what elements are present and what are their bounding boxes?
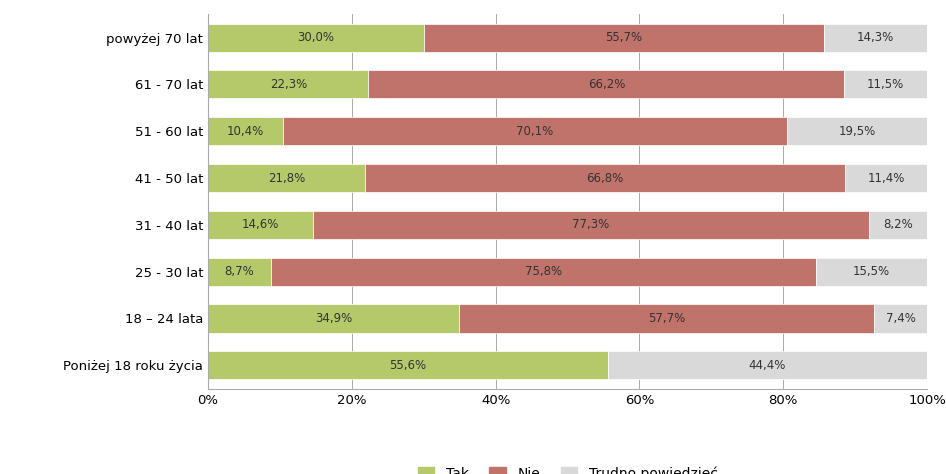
Text: 19,5%: 19,5% bbox=[838, 125, 876, 138]
Bar bbox=[283, 117, 787, 146]
Bar bbox=[874, 304, 927, 333]
Text: 70,1%: 70,1% bbox=[517, 125, 553, 138]
Bar bbox=[208, 258, 271, 286]
Text: 55,6%: 55,6% bbox=[390, 359, 427, 372]
Bar bbox=[787, 117, 927, 146]
Text: 66,8%: 66,8% bbox=[587, 172, 623, 184]
Text: 75,8%: 75,8% bbox=[525, 265, 562, 278]
Bar bbox=[424, 24, 824, 52]
Text: 66,2%: 66,2% bbox=[587, 78, 625, 91]
Bar bbox=[459, 304, 874, 333]
Bar bbox=[815, 258, 927, 286]
Text: 22,3%: 22,3% bbox=[270, 78, 307, 91]
Bar bbox=[845, 70, 927, 99]
Bar bbox=[271, 258, 815, 286]
Bar bbox=[208, 304, 459, 333]
Bar bbox=[368, 70, 845, 99]
Text: 11,4%: 11,4% bbox=[867, 172, 904, 184]
Text: 11,5%: 11,5% bbox=[867, 78, 904, 91]
Text: 44,4%: 44,4% bbox=[749, 359, 786, 372]
Text: 7,4%: 7,4% bbox=[885, 312, 916, 325]
Text: 57,7%: 57,7% bbox=[648, 312, 685, 325]
Bar bbox=[208, 24, 424, 52]
Bar bbox=[608, 351, 927, 379]
Text: 34,9%: 34,9% bbox=[315, 312, 352, 325]
Text: 30,0%: 30,0% bbox=[297, 31, 335, 44]
Text: 14,3%: 14,3% bbox=[857, 31, 894, 44]
Bar bbox=[208, 211, 313, 239]
Bar bbox=[845, 164, 927, 192]
Bar bbox=[208, 70, 368, 99]
Bar bbox=[208, 117, 283, 146]
Bar bbox=[208, 351, 608, 379]
Text: 14,6%: 14,6% bbox=[242, 219, 279, 231]
Legend: Tak, Nie, Trudno powiedzieć: Tak, Nie, Trudno powiedzieć bbox=[412, 461, 723, 474]
Bar bbox=[824, 24, 927, 52]
Text: 8,2%: 8,2% bbox=[884, 219, 913, 231]
Text: 21,8%: 21,8% bbox=[268, 172, 306, 184]
Text: 10,4%: 10,4% bbox=[227, 125, 264, 138]
Text: 77,3%: 77,3% bbox=[572, 219, 609, 231]
Bar bbox=[868, 211, 928, 239]
Text: 15,5%: 15,5% bbox=[852, 265, 890, 278]
Text: 8,7%: 8,7% bbox=[224, 265, 254, 278]
Text: 55,7%: 55,7% bbox=[605, 31, 642, 44]
Bar bbox=[365, 164, 845, 192]
Bar bbox=[208, 164, 365, 192]
Bar bbox=[313, 211, 868, 239]
